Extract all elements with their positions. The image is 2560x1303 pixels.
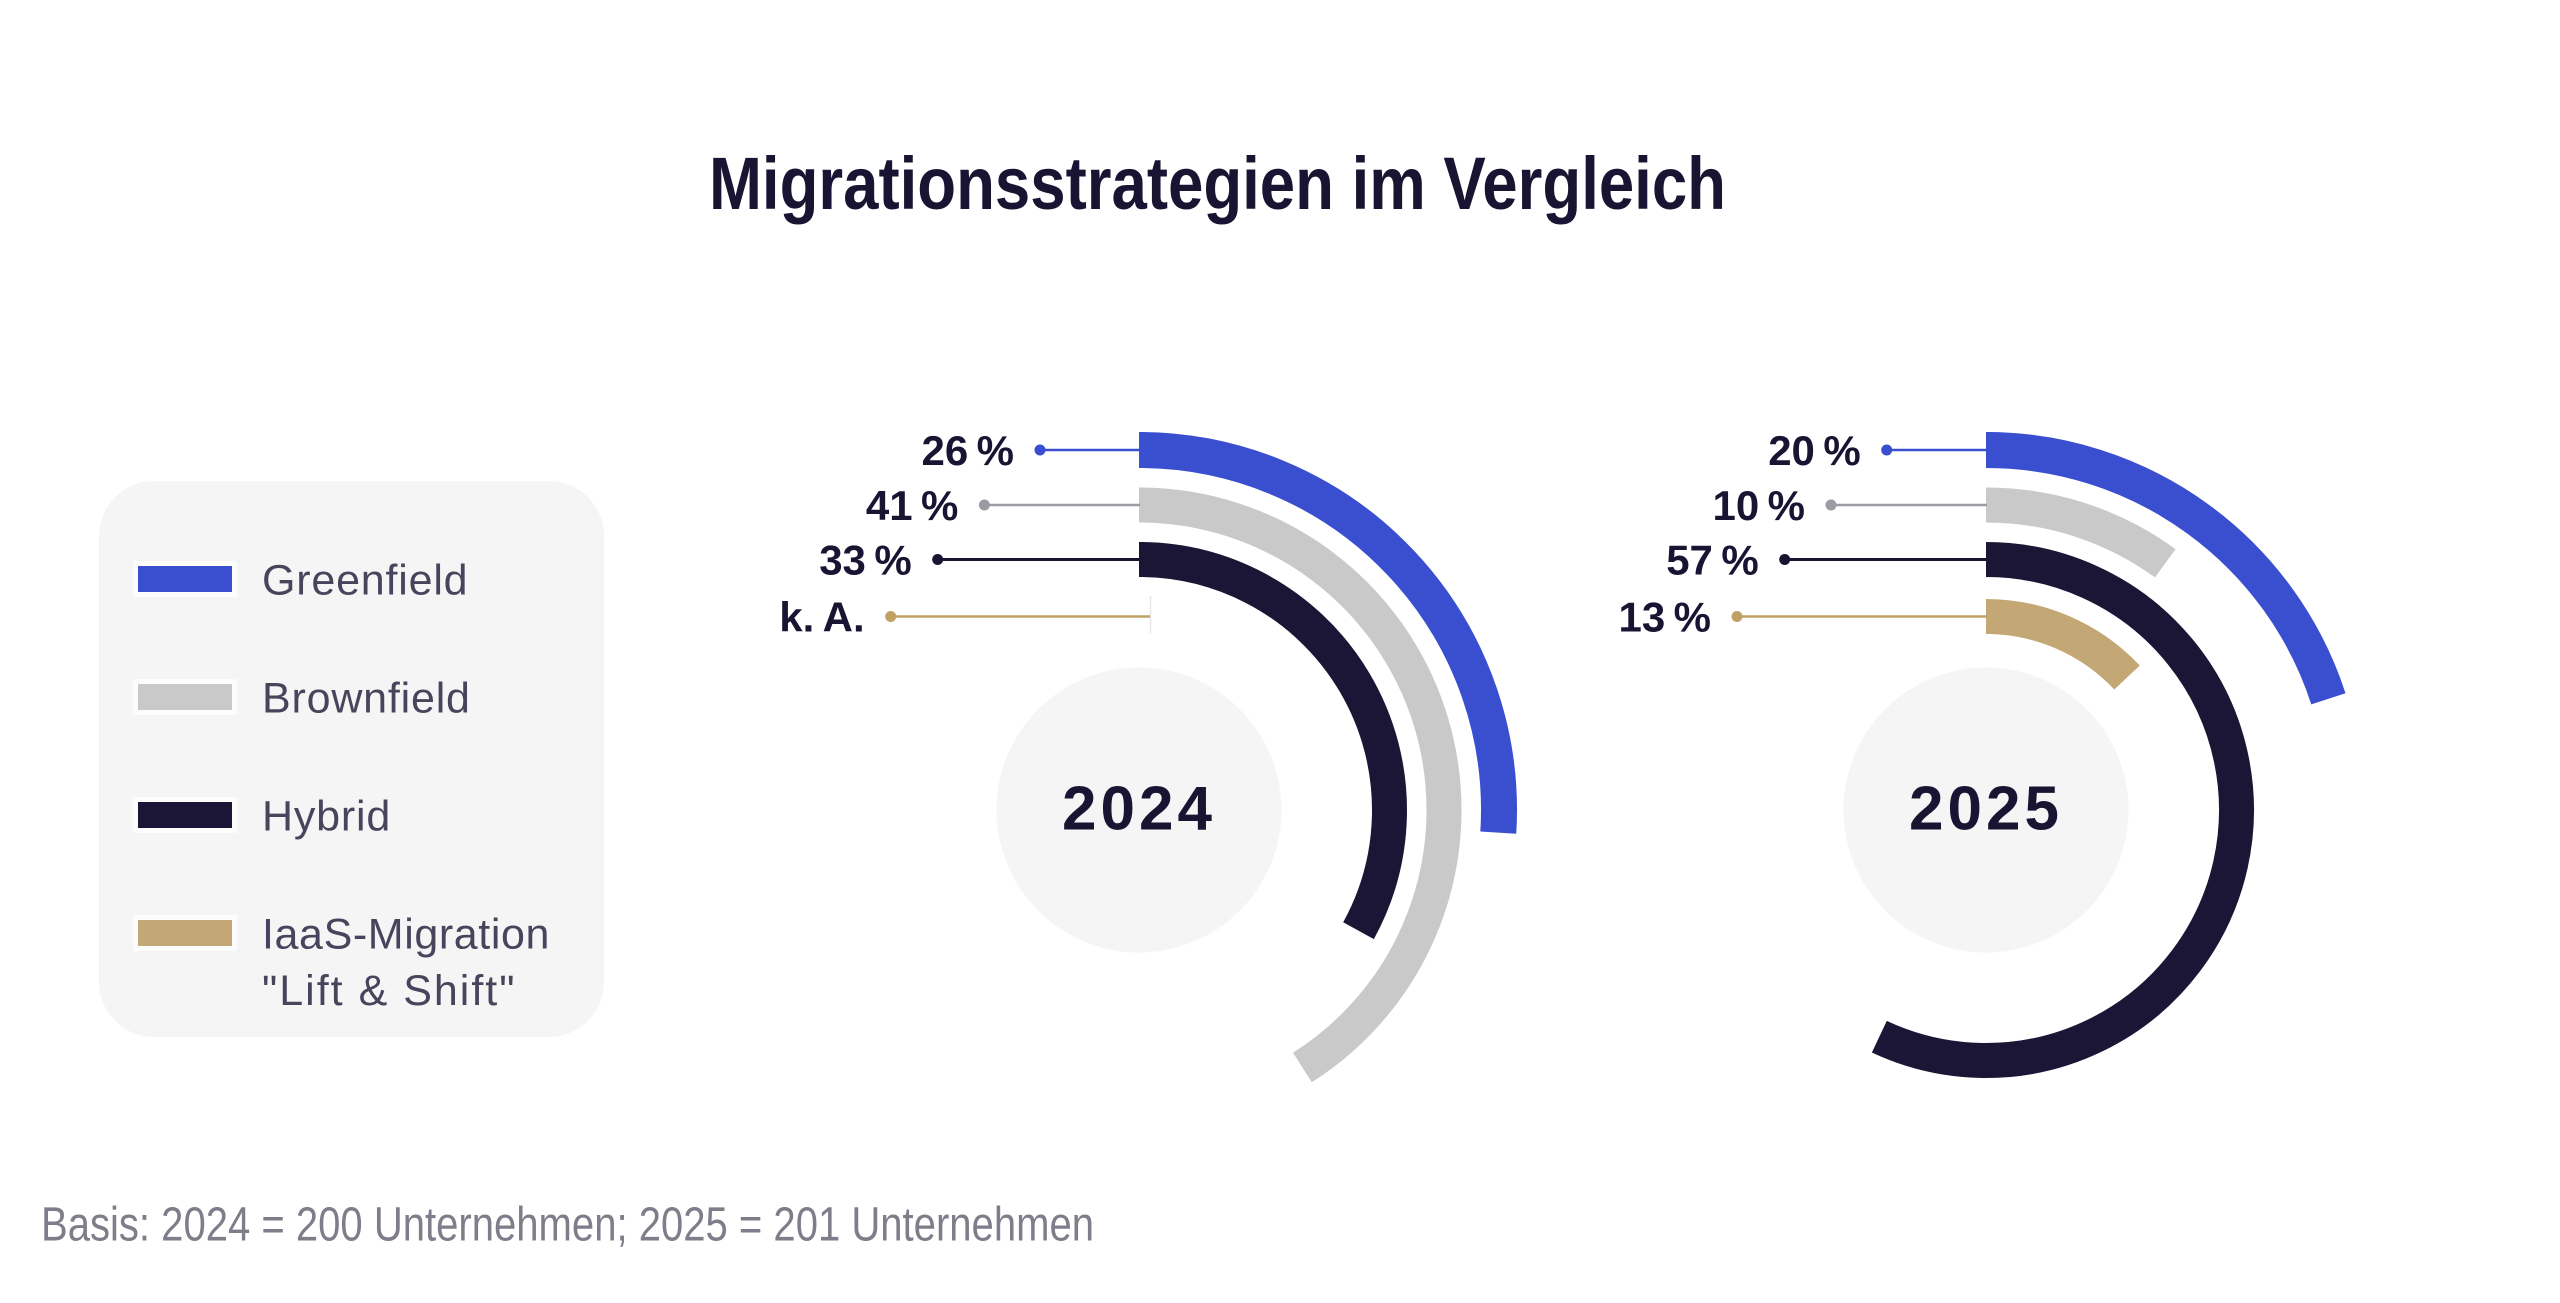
- svg-text:Brownfield: Brownfield: [262, 675, 471, 723]
- svg-text:33 %: 33 %: [819, 537, 911, 584]
- svg-text:Hybrid: Hybrid: [262, 793, 391, 841]
- svg-text:Basis: 2024 = 200 Unternehmen;: Basis: 2024 = 200 Unternehmen; 2025 = 20…: [41, 1199, 1094, 1252]
- svg-text:10 %: 10 %: [1713, 482, 1805, 529]
- svg-text:Migrationsstrategien im Vergle: Migrationsstrategien im Vergleich: [709, 142, 1726, 225]
- svg-text:k. A.: k. A.: [779, 594, 864, 641]
- svg-text:2025: 2025: [1909, 775, 2063, 844]
- svg-text:20 %: 20 %: [1768, 427, 1860, 474]
- svg-text:Greenfield: Greenfield: [262, 557, 468, 605]
- svg-text:41 %: 41 %: [866, 482, 958, 529]
- svg-text:IaaS-Migration: IaaS-Migration: [262, 911, 550, 959]
- svg-text:57 %: 57 %: [1666, 537, 1758, 584]
- svg-text:26 %: 26 %: [922, 427, 1014, 474]
- svg-text:13 %: 13 %: [1619, 594, 1711, 641]
- svg-text:2024: 2024: [1062, 775, 1216, 844]
- svg-text:"Lift & Shift": "Lift & Shift": [262, 967, 517, 1015]
